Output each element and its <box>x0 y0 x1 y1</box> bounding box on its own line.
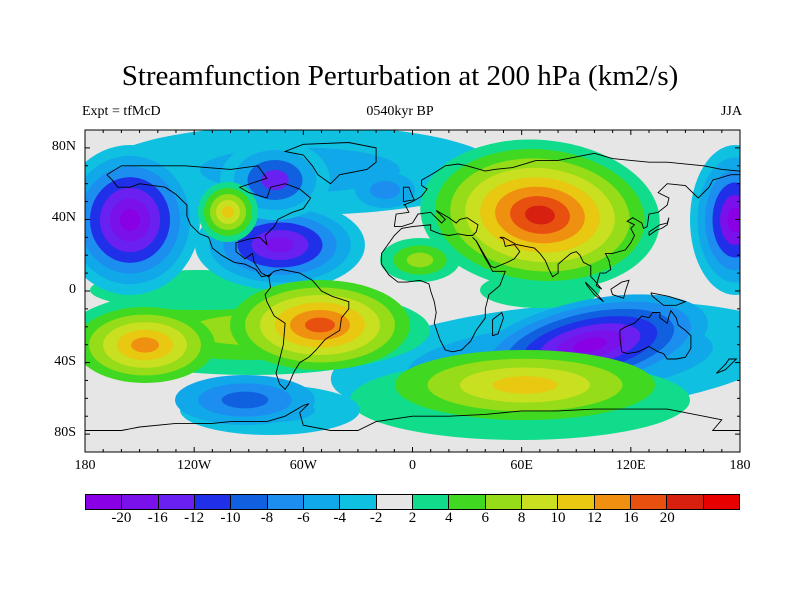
latitude-tick-label: 80N <box>51 138 76 154</box>
latitude-tick-label: 40N <box>51 210 76 226</box>
south-pacific-high <box>85 307 215 383</box>
colorbar-swatch <box>630 495 668 509</box>
contour-band <box>261 170 289 190</box>
south-america-high <box>230 280 410 370</box>
contour-band <box>222 206 234 218</box>
colorbar-label: -8 <box>260 510 274 526</box>
colorbar-label: 8 <box>517 510 526 526</box>
axis-ticks <box>84 130 741 452</box>
coastline-segment <box>283 142 377 185</box>
contour-field <box>85 130 740 440</box>
colorbar-label: 16 <box>623 510 639 526</box>
colorbar-swatch <box>340 495 377 509</box>
contour-band <box>305 317 335 333</box>
coastline-segment <box>381 210 506 353</box>
experiment-label: Expt = tfMcD <box>82 104 161 119</box>
coastline-segment <box>393 152 740 227</box>
coastline-segment <box>85 403 740 431</box>
southern-ocean-high <box>395 350 655 420</box>
contour-band <box>131 337 159 353</box>
latitude-tick-label: 80S <box>54 425 76 441</box>
colorbar-swatch <box>449 495 486 509</box>
coastline-segment <box>492 311 504 337</box>
coastlines <box>85 142 740 431</box>
europe-low <box>355 172 415 208</box>
pacific-low-west <box>85 145 200 295</box>
longitude-tick-label: 180 <box>74 458 96 473</box>
contour-band <box>120 209 140 231</box>
colorbar-swatch <box>703 495 739 509</box>
latitude-tick-label: 40S <box>54 353 76 369</box>
colorbar-swatch <box>594 495 631 509</box>
coastline-segment <box>584 281 604 303</box>
contour-band <box>370 181 400 199</box>
colorbar-swatch <box>303 495 341 509</box>
contour-band <box>265 237 295 253</box>
pacific-low-east <box>690 145 740 295</box>
contour-band <box>573 337 607 353</box>
longitude-tick-label: 180 <box>729 458 751 473</box>
colorbar-label: 2 <box>408 510 417 526</box>
colorbar-label: -10 <box>220 510 241 526</box>
colorbar-label: -4 <box>333 510 346 526</box>
colorbar <box>85 494 740 510</box>
colorbar-swatch <box>267 495 304 509</box>
colorbar-label: 4 <box>445 510 453 526</box>
south-polar-low <box>175 375 315 425</box>
colorbar-label: 20 <box>659 510 675 526</box>
latitude-tick-label: 0 <box>69 282 76 297</box>
longitude-tick-label: 120E <box>616 458 646 473</box>
coastline-segment <box>648 217 670 236</box>
contour-band <box>406 252 434 268</box>
colorbar-label: -20 <box>111 510 132 526</box>
colorbar-label: -2 <box>369 510 383 526</box>
colorbar-swatch <box>376 495 413 509</box>
contour-band <box>727 207 740 233</box>
colorbar-label: 6 <box>481 510 490 526</box>
colorbar-swatch <box>558 495 595 509</box>
coastline-segment <box>610 279 630 299</box>
coastline-segment <box>715 358 738 374</box>
coastline-segment <box>106 165 312 278</box>
colorbar-swatch <box>194 495 232 509</box>
africa-high <box>380 238 460 282</box>
canada-low <box>220 140 330 220</box>
contour-band <box>525 205 555 225</box>
coastline-segment <box>650 292 687 306</box>
colorbar-label: -6 <box>297 510 310 526</box>
colorbar-label: -12 <box>184 510 205 526</box>
colorbar-swatch <box>86 495 123 509</box>
asian-high <box>420 139 660 291</box>
colorbar-label: 12 <box>586 510 602 526</box>
colorbar-swatch <box>485 495 522 509</box>
coastline-segment <box>402 186 415 203</box>
contour-band <box>221 391 269 409</box>
longitude-tick-label: 120W <box>177 458 212 473</box>
colorbar-swatch <box>412 495 450 509</box>
time-label: 0540kyr BP <box>366 104 434 119</box>
colorbar-label: 10 <box>550 510 566 526</box>
colorbar-swatch <box>667 495 704 509</box>
longitude-tick-label: 60W <box>289 458 317 473</box>
colorbar-swatch <box>521 495 559 509</box>
coastline-segment <box>475 174 740 290</box>
map-title: Streamfunction Perturbation at 200 hPa (… <box>121 60 679 92</box>
longitude-tick-label: 60E <box>510 458 533 473</box>
longitude-tick-label: 0 <box>409 458 416 473</box>
colorbar-swatch <box>122 495 159 509</box>
colorbar-swatch <box>158 495 195 509</box>
colorbar-swatch <box>231 495 268 509</box>
season-label: JJA <box>720 104 742 119</box>
colorbar-label: -16 <box>147 510 168 526</box>
coastline-segment <box>619 309 692 360</box>
coastline-segment <box>264 269 350 391</box>
contour-band <box>492 376 558 394</box>
atlantic-high <box>198 182 258 242</box>
